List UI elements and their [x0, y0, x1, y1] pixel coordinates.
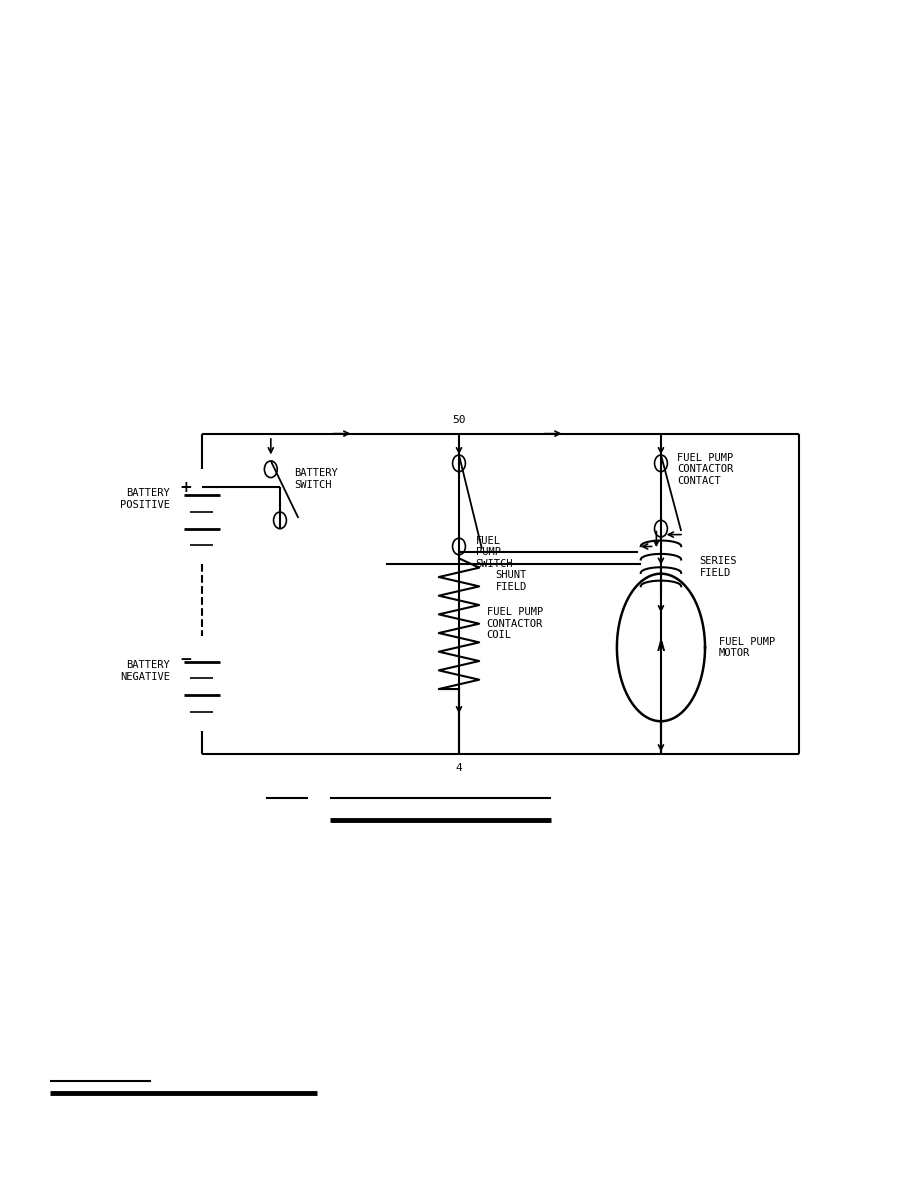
Text: FUEL PUMP
CONTACTOR
COIL: FUEL PUMP CONTACTOR COIL [487, 607, 543, 640]
Text: BATTERY
POSITIVE: BATTERY POSITIVE [120, 488, 170, 510]
Text: FUEL
PUMP
SWITCH: FUEL PUMP SWITCH [476, 536, 513, 569]
Text: −: − [179, 652, 192, 666]
Text: SERIES
FIELD: SERIES FIELD [700, 556, 737, 579]
Text: FUEL PUMP
MOTOR: FUEL PUMP MOTOR [719, 637, 775, 658]
Text: 50: 50 [453, 416, 465, 425]
Text: BATTERY
SWITCH: BATTERY SWITCH [294, 468, 338, 489]
Text: A: A [656, 640, 666, 655]
Text: +: + [179, 480, 192, 494]
Text: 4: 4 [455, 763, 463, 772]
Text: BATTERY
NEGATIVE: BATTERY NEGATIVE [120, 661, 170, 682]
Text: SHUNT
FIELD: SHUNT FIELD [496, 570, 527, 592]
Text: FUEL PUMP
CONTACTOR
CONTACT: FUEL PUMP CONTACTOR CONTACT [677, 453, 733, 486]
